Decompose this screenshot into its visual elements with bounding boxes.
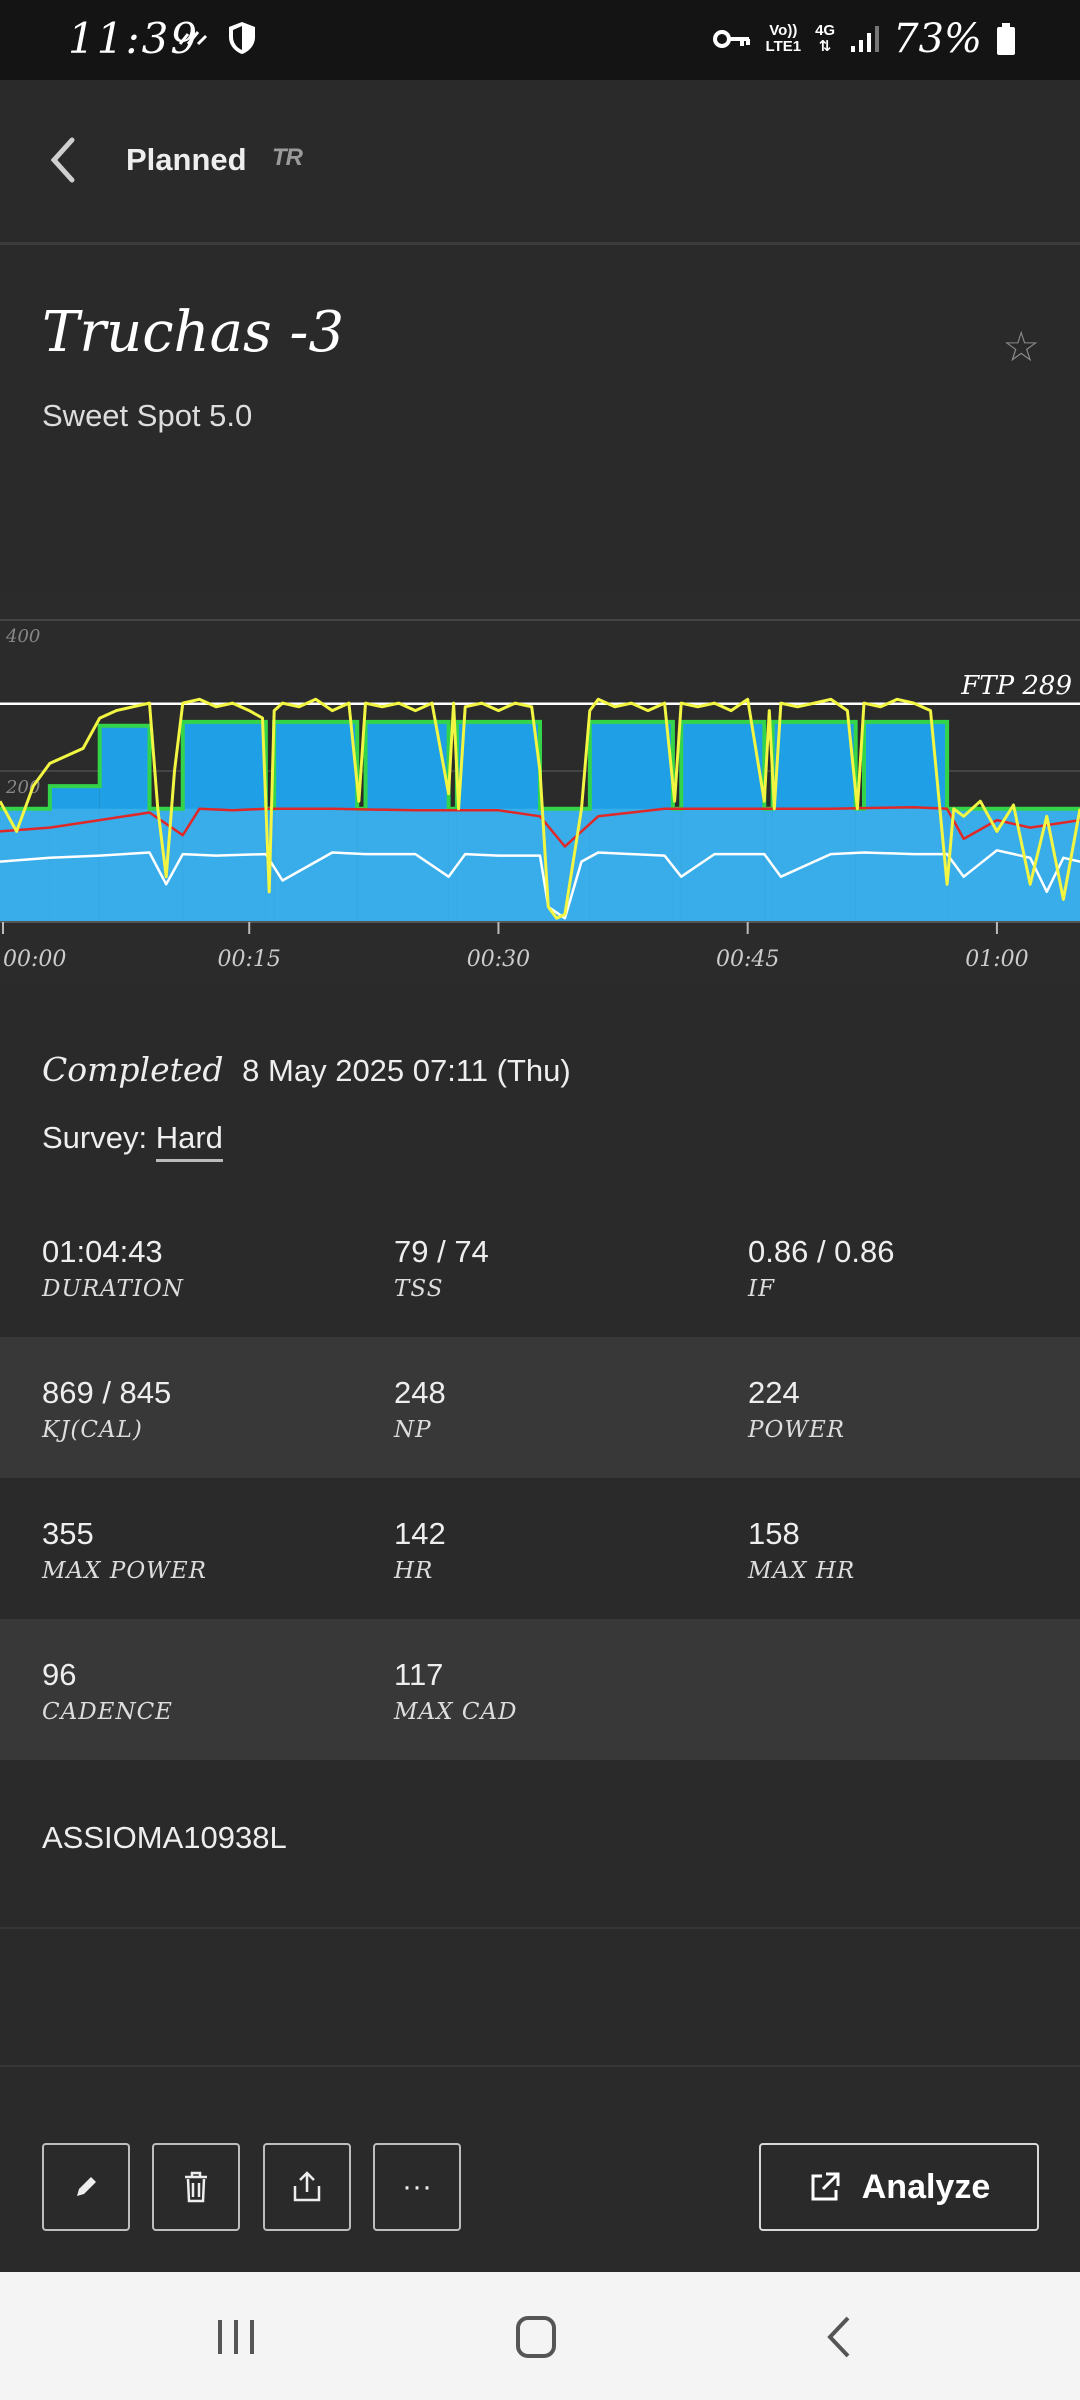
stat-label: KJ(CAL) (42, 1417, 143, 1443)
pencil-icon (77, 2177, 96, 2196)
x-tick-label: 00:30 (467, 947, 530, 972)
status-right-icons: Vo)) LTE1 4G ⇅ 73% (712, 16, 1016, 62)
data-indicator: 4G ⇅ (815, 23, 835, 55)
stat-max-power: 355 MAX POWER (42, 1516, 207, 1584)
stat-value: 79 / 74 (394, 1234, 489, 1269)
stat-value: 117 (394, 1657, 444, 1692)
delete-button[interactable] (152, 2143, 240, 2231)
survey-info: Survey: Hard (42, 1120, 223, 1162)
workout-name: Truchas -3 (42, 300, 345, 365)
stat-label: TSS (394, 1276, 444, 1302)
stat-cadence: 96 CADENCE (42, 1657, 173, 1725)
ftp-label: FTP 289 (960, 671, 1072, 701)
signal-icon (851, 26, 880, 52)
favorite-star-icon[interactable]: ☆ (1002, 323, 1040, 370)
completed-datetime: 8 May 2025 07:11 (Thu) (242, 1053, 571, 1088)
stats-row: 01:04:43 DURATION 79 / 74 TSS 0.86 / 0.8… (0, 1196, 1080, 1337)
stat-value: 01:04:43 (42, 1234, 163, 1269)
external-link-icon (811, 2172, 840, 2201)
more-dots-icon: ··· (402, 2170, 432, 2203)
stat-value: 224 (748, 1375, 800, 1410)
stats-row: 96 CADENCE 117 MAX CAD (0, 1619, 1080, 1760)
shield-icon (229, 22, 255, 54)
stat-value: 248 (394, 1375, 446, 1410)
network-gen-label: 4G (815, 22, 836, 39)
workout-subtitle: Sweet Spot 5.0 (42, 398, 253, 433)
x-tick-label: 00:45 (716, 947, 779, 972)
stat-np: 248 NP (394, 1375, 446, 1443)
stat-max-cad: 117 MAX CAD (394, 1657, 518, 1725)
stat-power: 224 POWER (748, 1375, 845, 1443)
share-button[interactable] (263, 2143, 351, 2231)
survey-label: Survey: (42, 1120, 148, 1155)
stat-label: NP (394, 1417, 432, 1443)
stat-label: MAX POWER (42, 1558, 207, 1584)
stat-label: MAX HR (748, 1558, 856, 1584)
x-tick-label: 00:00 (3, 947, 66, 972)
power-meter-device: ASSIOMA10938L (42, 1820, 287, 1855)
stat-label: POWER (748, 1417, 846, 1443)
stat-duration: 01:04:43 DURATION (42, 1234, 184, 1302)
workout-chart: 400 200 FTP 289 00:00 00:15 00:30 00:45 01:00 (0, 590, 1080, 984)
app-header: Planned TR (0, 80, 1080, 245)
stat-value: 355 (42, 1516, 94, 1551)
recent-apps-icon[interactable] (206, 2312, 266, 2362)
stat-value: 158 (748, 1516, 800, 1551)
network-indicator: Vo)) LTE1 (766, 23, 802, 55)
completed-info: Completed 8 May 2025 07:11 (Thu) (42, 1050, 571, 1089)
stat-label: DURATION (42, 1276, 184, 1302)
stat-value: 0.86 / 0.86 (748, 1234, 895, 1269)
completed-label: Completed (42, 1050, 224, 1089)
divider (0, 2065, 1080, 2067)
battery-percent: 73% (893, 16, 982, 62)
stats-row: 355 MAX POWER 142 HR 158 MAX HR (0, 1478, 1080, 1619)
activity-icon (178, 31, 208, 46)
home-icon[interactable] (506, 2312, 566, 2362)
stat-value: 142 (394, 1516, 446, 1551)
status-time: 11:39 (68, 14, 200, 63)
status-left-icons (178, 20, 258, 56)
stat-value: 869 / 845 (42, 1375, 172, 1410)
volte-label: Vo)) (769, 22, 798, 39)
stats-grid: 01:04:43 DURATION 79 / 74 TSS 0.86 / 0.8… (0, 1196, 1080, 1760)
stat-label: HR (394, 1558, 434, 1584)
y-tick-label: 200 (5, 777, 40, 798)
share-icon (293, 2171, 321, 2202)
stat-max-hr: 158 MAX HR (748, 1516, 855, 1584)
stat-hr: 142 HR (394, 1516, 446, 1584)
system-nav-bar (0, 2272, 1080, 2400)
stat-kj: 869 / 845 KJ(CAL) (42, 1375, 171, 1443)
more-options-button[interactable]: ··· (373, 2143, 461, 2231)
trash-icon (185, 2171, 207, 2203)
stat-label: CADENCE (42, 1699, 173, 1725)
workout-chart-svg: 400 200 FTP 289 00:00 00:15 00:30 00:45 01:00 (0, 619, 1080, 972)
stat-if: 0.86 / 0.86 IF (748, 1234, 895, 1302)
planned-base-band (0, 808, 1080, 922)
edit-button[interactable] (42, 2143, 130, 2231)
divider (0, 1927, 1080, 1929)
back-arrow-icon[interactable] (42, 132, 86, 188)
data-arrows-icon: ⇅ (818, 38, 832, 55)
series-line-power (0, 697, 1080, 920)
trainerroad-logo: TR (272, 144, 303, 171)
stat-tss: 79 / 74 TSS (394, 1234, 489, 1302)
stat-label: MAX CAD (394, 1699, 518, 1725)
y-tick-label: 400 (5, 626, 40, 647)
lte-label: LTE1 (765, 38, 802, 55)
stats-row: 869 / 845 KJ(CAL) 248 NP 224 POWER (0, 1337, 1080, 1478)
vpn-key-icon (712, 30, 750, 48)
stat-value: 96 (42, 1657, 77, 1692)
analyze-button[interactable]: Analyze (759, 2143, 1039, 2231)
battery-icon (997, 23, 1015, 55)
survey-value[interactable]: Hard (155, 1120, 223, 1162)
x-tick-label: 01:00 (965, 947, 1028, 972)
page-title: Planned (126, 142, 247, 177)
analyze-label: Analyze (861, 2167, 991, 2206)
system-back-icon[interactable] (810, 2312, 870, 2362)
x-tick-label: 00:15 (218, 947, 281, 972)
stat-label: IF (748, 1276, 776, 1302)
status-bar: 11:39 Vo)) LTE1 4G ⇅ 73% (0, 0, 1080, 80)
